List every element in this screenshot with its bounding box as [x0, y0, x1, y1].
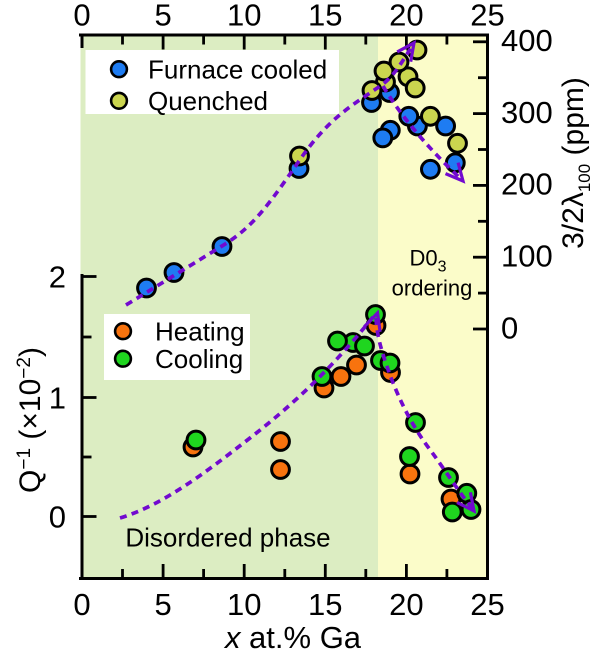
svg-text:Furnace cooled: Furnace cooled — [148, 55, 327, 85]
svg-text:ordering: ordering — [392, 276, 473, 301]
svg-text:25: 25 — [470, 0, 504, 33]
svg-text:0: 0 — [73, 0, 90, 33]
svg-text:300: 300 — [501, 95, 553, 130]
svg-text:100: 100 — [501, 239, 553, 274]
svg-text:Cooling: Cooling — [155, 344, 243, 374]
svg-text:15: 15 — [308, 587, 342, 622]
svg-text:Heating: Heating — [155, 317, 245, 347]
svg-text:Disordered phase: Disordered phase — [125, 523, 330, 553]
svg-text:1: 1 — [49, 380, 66, 415]
svg-text:200: 200 — [501, 167, 553, 202]
svg-text:Quenched: Quenched — [148, 86, 268, 116]
svg-text:25: 25 — [470, 587, 504, 622]
svg-text:5: 5 — [154, 0, 171, 33]
svg-text:20: 20 — [389, 587, 423, 622]
svg-text:15: 15 — [308, 0, 342, 33]
svg-text:10: 10 — [227, 0, 261, 33]
svg-text:3/2λ100 (ppm): 3/2λ100 (ppm) — [557, 77, 594, 249]
svg-text:20: 20 — [389, 0, 423, 33]
svg-text:5: 5 — [154, 587, 171, 622]
svg-text:0: 0 — [73, 587, 90, 622]
svg-text:400: 400 — [501, 23, 553, 58]
svg-text:x at.% Ga: x at.% Ga — [223, 620, 362, 655]
svg-text:2: 2 — [49, 259, 66, 294]
svg-text:0: 0 — [501, 310, 518, 345]
svg-text:10: 10 — [227, 587, 261, 622]
svg-text:0: 0 — [49, 499, 66, 534]
